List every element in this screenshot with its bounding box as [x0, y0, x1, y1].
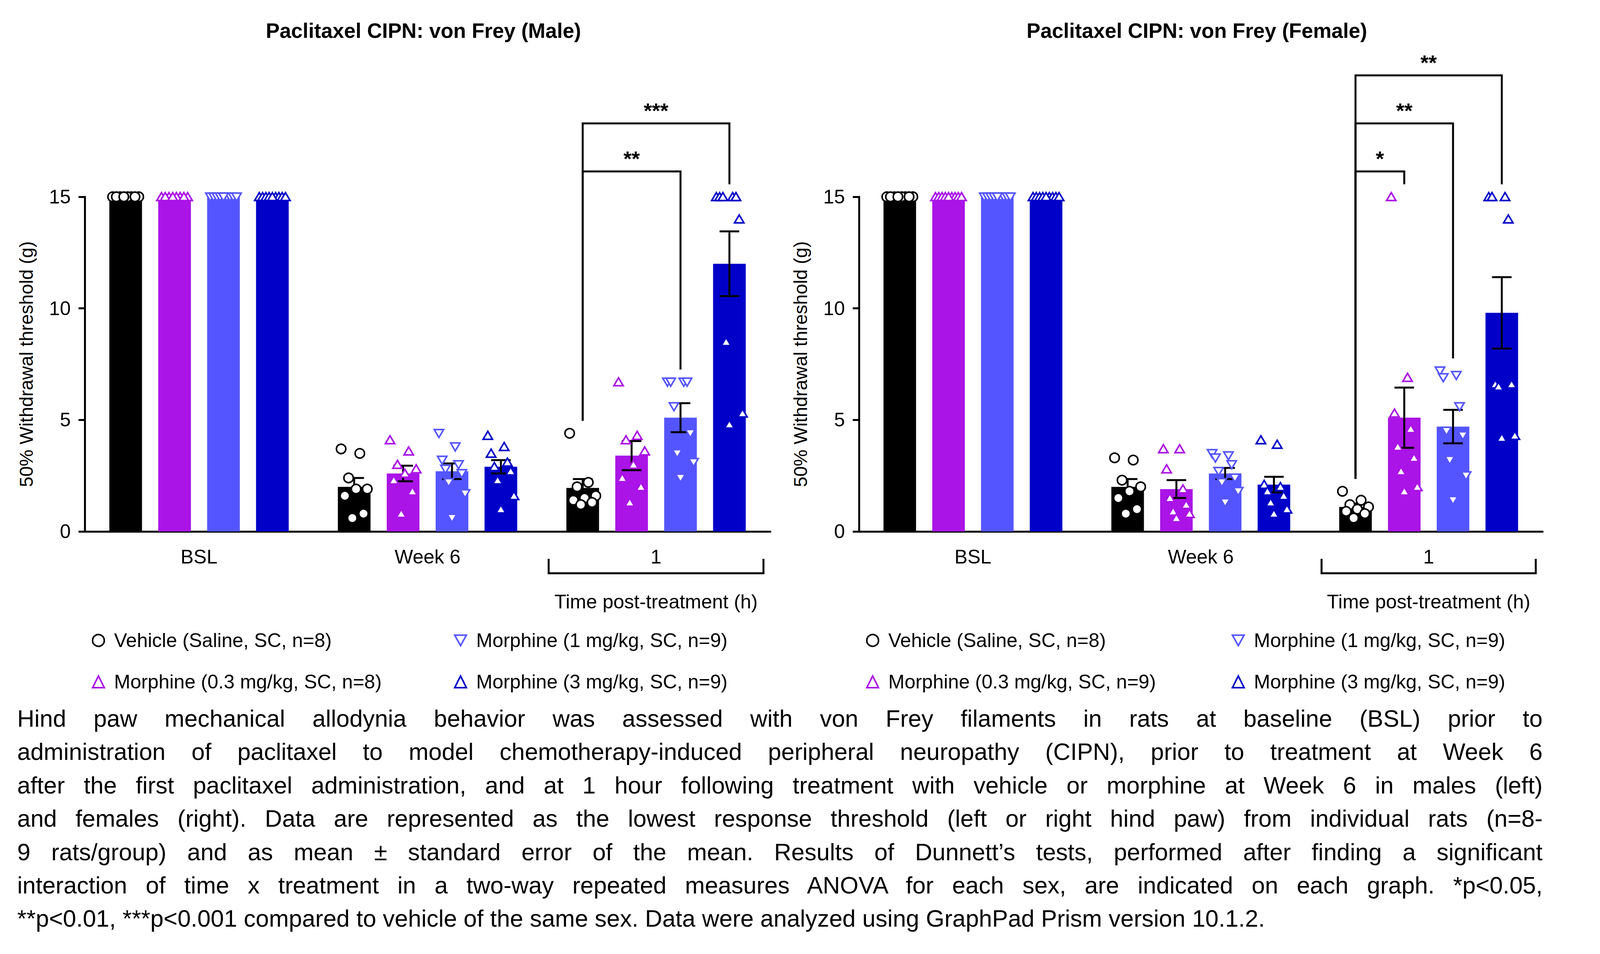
svg-text:Morphine (3 mg/kg, SC, n=9): Morphine (3 mg/kg, SC, n=9): [1253, 671, 1506, 693]
svg-text:15: 15: [823, 185, 845, 208]
html-text:and females (right). Data are: and females (right). Data are represente…: [17, 805, 1543, 833]
svg-text:10: 10: [48, 297, 71, 320]
svg-text:Morphine (0.3 mg/kg, SC, n=8): Morphine (0.3 mg/kg, SC, n=8): [114, 671, 382, 693]
svg-text:Paclitaxel CIPN: von Frey (Mal: Paclitaxel CIPN: von Frey (Male): [265, 19, 581, 43]
svg-text:50% Withdrawal threshold (g): 50% Withdrawal threshold (g): [790, 241, 811, 488]
svg-text:**: **: [623, 146, 640, 171]
svg-text:5: 5: [59, 408, 71, 431]
svg-text:Paclitaxel CIPN: von Frey (Fem: Paclitaxel CIPN: von Frey (Female): [1026, 19, 1368, 43]
svg-text:1: 1: [1423, 546, 1434, 568]
svg-text:**: **: [1396, 98, 1413, 123]
svg-text:Time post-treatment (h): Time post-treatment (h): [554, 591, 758, 613]
svg-text:Vehicle (Saline, SC, n=8): Vehicle (Saline, SC, n=8): [888, 629, 1106, 652]
svg-text:Vehicle (Saline, SC, n=8): Vehicle (Saline, SC, n=8): [114, 629, 332, 652]
svg-text:Week 6: Week 6: [1167, 546, 1234, 568]
html-text:Hind paw mechanical allodynia: Hind paw mechanical allodynia behavior w…: [17, 705, 1543, 733]
svg-text:Morphine (3 mg/kg, SC, n=9): Morphine (3 mg/kg, SC, n=9): [476, 671, 728, 693]
svg-text:0: 0: [833, 520, 845, 543]
svg-text:15: 15: [48, 185, 71, 208]
svg-text:Week 6: Week 6: [394, 546, 461, 568]
svg-text:10: 10: [823, 297, 845, 320]
svg-text:BSL: BSL: [954, 546, 992, 568]
svg-text:***: ***: [643, 98, 669, 123]
svg-text:5: 5: [833, 408, 845, 431]
svg-text:BSL: BSL: [180, 546, 218, 568]
svg-text:Morphine (1 mg/kg, SC, n=9): Morphine (1 mg/kg, SC, n=9): [476, 629, 728, 652]
html-text:interaction of time x treatmen: interaction of time x treatment in a two…: [17, 872, 1543, 899]
svg-text:*: *: [1375, 146, 1384, 171]
svg-text:1: 1: [650, 546, 662, 568]
html-text:after the first paclitaxel adm: after the first paclitaxel administratio…: [17, 772, 1543, 799]
svg-text:**: **: [1420, 50, 1437, 75]
svg-text:Morphine (0.3 mg/kg, SC, n=9): Morphine (0.3 mg/kg, SC, n=9): [888, 671, 1156, 693]
svg-text:Morphine (1 mg/kg, SC, n=9): Morphine (1 mg/kg, SC, n=9): [1253, 629, 1506, 652]
html-text:administration of paclitaxel t: administration of paclitaxel to model ch…: [17, 738, 1543, 766]
svg-text:50% Withdrawal threshold (g): 50% Withdrawal threshold (g): [16, 241, 37, 488]
svg-text:0: 0: [59, 520, 71, 543]
html-text:9 rats/group) and as mean ± st: 9 rats/group) and as mean ± standard err…: [17, 838, 1543, 866]
svg-text:Time post-treatment (h): Time post-treatment (h): [1326, 591, 1531, 613]
html-text:**p<0.01, ***p<0.001 compared: **p<0.01, ***p<0.001 compared to vehicle…: [17, 905, 1265, 933]
